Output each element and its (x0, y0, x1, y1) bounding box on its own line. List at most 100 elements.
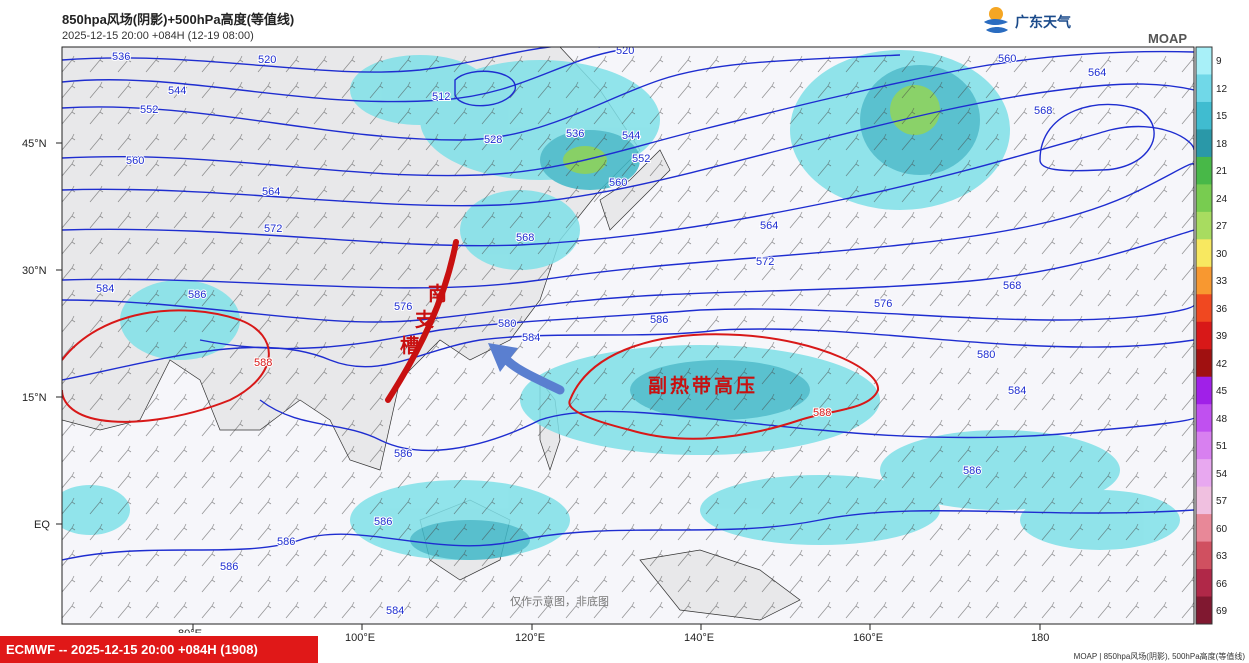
contour-label: 568 (1003, 280, 1021, 292)
colorbar-tick-label: 33 (1216, 276, 1228, 288)
colorbar-swatch (1196, 239, 1212, 268)
colorbar-tick-label: 57 (1216, 496, 1228, 508)
contour-label: 588 (813, 407, 831, 419)
contour-label: 512 (432, 91, 450, 103)
contour-label: 576 (394, 301, 412, 313)
height-contours (62, 47, 1194, 561)
contour-label: 586 (650, 314, 668, 326)
contour-labels: 536 520 544 512 552 528 536 544 560 552 560 564 568 5… (95, 45, 1107, 618)
flow-arrow (488, 343, 565, 395)
colorbar-swatch (1196, 321, 1212, 350)
brand-name: 广东天气 (1015, 14, 1071, 30)
contour-label: 572 (264, 223, 282, 235)
lat-label-eq: EQ (34, 519, 50, 531)
lon-label-160e: 160°E (853, 632, 883, 644)
colorbar-swatch (1196, 74, 1212, 103)
contour-label: 560 (998, 53, 1016, 65)
lat-label-15n: 15°N (22, 392, 47, 404)
colorbar-tick-label: 36 (1216, 303, 1228, 315)
contour-label: 572 (756, 256, 774, 268)
colorbar-tick-label: 12 (1216, 83, 1228, 95)
map-subtitle: 2025-12-15 20:00 +084H (12-19 08:00) (62, 30, 254, 42)
contour-label: 586 (188, 289, 206, 301)
lat-label-30n: 30°N (22, 265, 47, 277)
colorbar-swatch (1196, 294, 1212, 323)
map-title: 850hpa风场(阴影)+500hPa高度(等值线) (62, 12, 295, 27)
lon-label-140e: 140°E (684, 632, 714, 644)
watermark: 仅作示意图，非底图 (510, 596, 609, 608)
trough-label-1: 南 (428, 283, 447, 305)
colorbar-swatch (1196, 459, 1212, 488)
contour-label: 536 (566, 128, 584, 140)
axis-ticks (56, 142, 1041, 630)
trough-label-3: 槽 (400, 334, 419, 357)
contour-label: 584 (522, 332, 540, 344)
colorbar-swatch (1196, 596, 1212, 625)
moap-label: MOAP (1148, 31, 1187, 46)
colorbar-swatch (1196, 541, 1212, 570)
contour-label: 586 (394, 448, 412, 460)
colorbar-tick-label: 39 (1216, 331, 1228, 343)
contour-label: 520 (258, 54, 276, 66)
lon-label-120e: 120°E (515, 632, 545, 644)
colorbar-swatch (1196, 349, 1212, 378)
contour-label: 576 (874, 298, 892, 310)
colorbar-swatch (1196, 211, 1212, 240)
contour-label: 552 (632, 153, 650, 165)
colorbar-swatch (1196, 376, 1212, 405)
colorbar-swatch (1196, 404, 1212, 433)
south-branch-trough (385, 239, 459, 403)
colorbar (1195, 46, 1213, 625)
colorbar-tick-label: 21 (1216, 166, 1228, 178)
colorbar-swatch (1196, 101, 1212, 130)
contour-label: 568 (1034, 105, 1052, 117)
contour-label: 584 (1008, 385, 1026, 397)
colorbar-tick-label: 54 (1216, 468, 1228, 480)
colorbar-tick-label: 45 (1216, 386, 1228, 398)
colorbar-tick-label: 9 (1216, 56, 1222, 68)
colorbar-tick-label: 69 (1216, 606, 1228, 617)
lon-label-100e: 100°E (345, 632, 375, 644)
contour-label: 528 (484, 134, 502, 146)
colorbar-tick-label: 63 (1216, 551, 1228, 563)
colorbar-tick-label: 18 (1216, 138, 1228, 150)
colorbar-tick-label: 42 (1216, 358, 1228, 370)
contour-label: 520 (616, 45, 634, 57)
map-area: 536 520 544 512 552 528 536 544 560 552 560 564 568 5… (62, 45, 1194, 624)
subtropical-high-contours (62, 309, 880, 440)
contour-label: 588 (254, 357, 272, 369)
lat-label-45n: 45°N (22, 138, 47, 150)
colorbar-swatch (1196, 184, 1212, 213)
lon-label-180: 180 (1031, 632, 1049, 644)
contour-label: 584 (96, 283, 114, 295)
contour-label: 564 (760, 220, 778, 232)
contour-label: 544 (168, 85, 186, 97)
contour-label: 586 (374, 516, 392, 528)
contour-label: 586 (220, 561, 238, 573)
model-run-badge: ECMWF -- 2025-12-15 20:00 +084H (1908) (0, 636, 318, 663)
colorbar-swatch (1196, 514, 1212, 543)
trough-label-2: 支 (414, 309, 435, 331)
contour-label: 586 (963, 465, 981, 477)
colorbar-swatch (1196, 156, 1212, 185)
contour-label: 560 (609, 177, 627, 189)
colorbar-tick-label: 27 (1216, 221, 1228, 233)
footer-caption: MOAP | 850hpa风场(阴影), 500hPa高度(等值线) (1073, 652, 1245, 661)
contour-label: 568 (516, 232, 534, 244)
contour-label: 568 (1003, 280, 1021, 292)
contour-label: 560 (126, 155, 144, 167)
colorbar-tick-label: 24 (1216, 193, 1228, 205)
colorbar-tick-label: 15 (1216, 111, 1228, 123)
contour-label: 552 (140, 104, 158, 116)
colorbar-swatch (1196, 47, 1212, 75)
high-label: 副热带高压 (648, 374, 758, 397)
colorbar-swatch (1196, 129, 1212, 158)
colorbar-swatch (1196, 431, 1212, 460)
map-frame (61, 46, 1195, 625)
colorbar-tick-label: 30 (1216, 248, 1228, 260)
colorbar-frame (1195, 46, 1213, 625)
contour-label: 580 (498, 318, 516, 330)
contour-label: 564 (1088, 67, 1106, 79)
contour-label: 584 (386, 605, 404, 617)
